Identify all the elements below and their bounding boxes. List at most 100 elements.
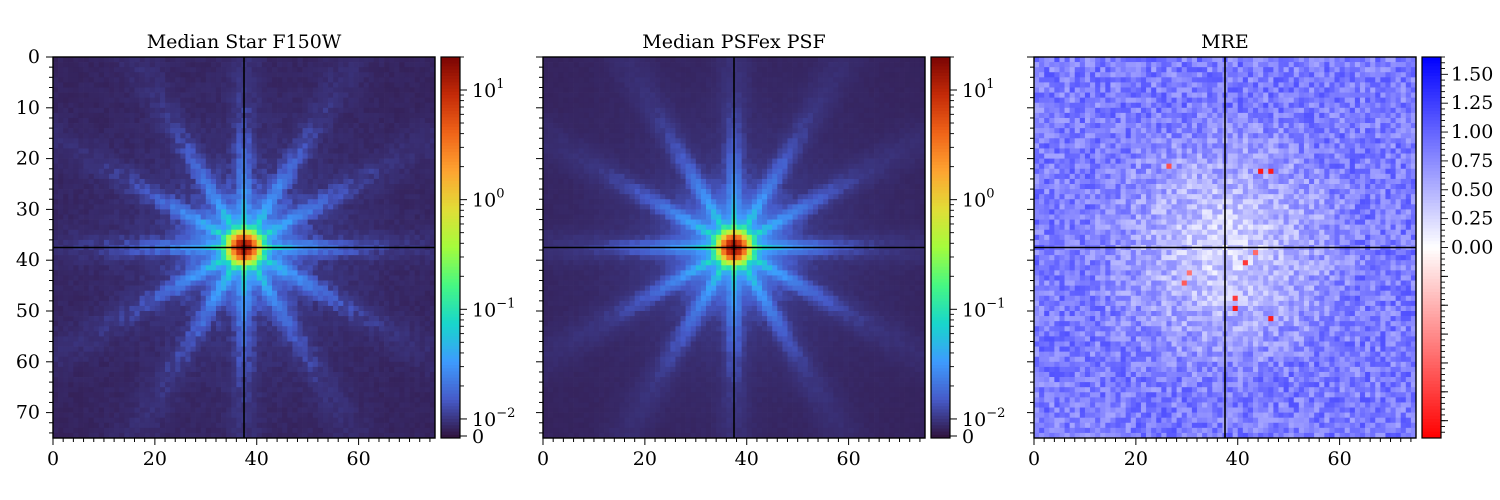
pixel: [84, 225, 89, 230]
pixel: [104, 93, 109, 98]
pixel: [185, 311, 190, 316]
pixel: [165, 341, 170, 346]
pixel: [374, 321, 379, 326]
pixel: [425, 281, 430, 286]
pixel: [109, 169, 114, 174]
pixel: [297, 377, 302, 382]
pixel: [53, 341, 58, 346]
pixel: [201, 377, 206, 382]
pixel: [328, 255, 333, 260]
pixel: [262, 321, 267, 326]
pixel: [170, 265, 175, 270]
pixel: [191, 199, 196, 204]
pixel: [155, 367, 160, 372]
pixel: [84, 189, 89, 194]
pixel: [262, 189, 267, 194]
pixel: [389, 281, 394, 286]
pixel: [191, 336, 196, 341]
pixel: [155, 377, 160, 382]
pixel: [282, 108, 287, 113]
pixel: [134, 306, 139, 311]
pixel: [425, 77, 430, 82]
pixel: [318, 255, 323, 260]
pixel: [145, 392, 150, 397]
pixel: [389, 270, 394, 275]
pixel: [420, 77, 425, 82]
pixel: [389, 103, 394, 108]
pixel: [308, 352, 313, 357]
pixel: [282, 87, 287, 92]
pixel: [323, 291, 328, 296]
pixel: [226, 311, 231, 316]
pixel: [124, 377, 129, 382]
pixel: [287, 250, 292, 255]
pixel: [292, 250, 297, 255]
pixel: [359, 154, 364, 159]
pixel: [415, 255, 420, 260]
pixel: [292, 265, 297, 270]
pixel: [359, 143, 364, 148]
pixel: [354, 159, 359, 164]
pixel: [140, 331, 145, 336]
pixel: [328, 382, 333, 387]
pixel: [191, 372, 196, 377]
pixel: [109, 214, 114, 219]
pixel: [129, 189, 134, 194]
pixel: [94, 357, 99, 362]
pixel: [257, 179, 262, 184]
pixel: [394, 220, 399, 225]
pixel: [308, 72, 313, 77]
pixel: [160, 225, 165, 230]
pixel: [379, 291, 384, 296]
pixel: [104, 250, 109, 255]
pixel: [89, 204, 94, 209]
pixel: [58, 296, 63, 301]
pixel: [297, 275, 302, 280]
pixel: [170, 275, 175, 280]
pixel: [221, 133, 226, 138]
pixel: [201, 179, 206, 184]
pixel: [180, 189, 185, 194]
pixel: [109, 341, 114, 346]
pixel: [364, 57, 369, 62]
pixel: [343, 316, 348, 321]
pixel: [292, 57, 297, 62]
pixel: [333, 321, 338, 326]
pixel: [206, 311, 211, 316]
pixel: [94, 372, 99, 377]
pixel: [68, 347, 73, 352]
pixel: [257, 301, 262, 306]
pixel: [68, 357, 73, 362]
pixel: [94, 347, 99, 352]
pixel: [379, 138, 384, 143]
pixel: [354, 154, 359, 159]
pixel: [374, 62, 379, 67]
pixel: [374, 128, 379, 133]
pixel: [211, 321, 216, 326]
pixel: [282, 118, 287, 123]
pixel: [84, 148, 89, 153]
pixel: [338, 321, 343, 326]
pixel: [160, 316, 165, 321]
pixel: [389, 316, 394, 321]
pixel: [287, 113, 292, 118]
pixel: [129, 291, 134, 296]
pixel: [145, 286, 150, 291]
pixel: [53, 194, 58, 199]
pixel: [318, 225, 323, 230]
pixel: [84, 220, 89, 225]
pixel: [211, 392, 216, 397]
pixel: [160, 113, 165, 118]
pixel: [297, 301, 302, 306]
pixel: [175, 296, 180, 301]
pixel: [267, 128, 272, 133]
pixel: [247, 204, 252, 209]
pixel: [262, 184, 267, 189]
pixel: [89, 357, 94, 362]
pixel: [394, 255, 399, 260]
pixel: [231, 128, 236, 133]
pixel: [252, 357, 257, 362]
pixel: [236, 98, 241, 103]
pixel: [68, 179, 73, 184]
pixel: [134, 331, 139, 336]
